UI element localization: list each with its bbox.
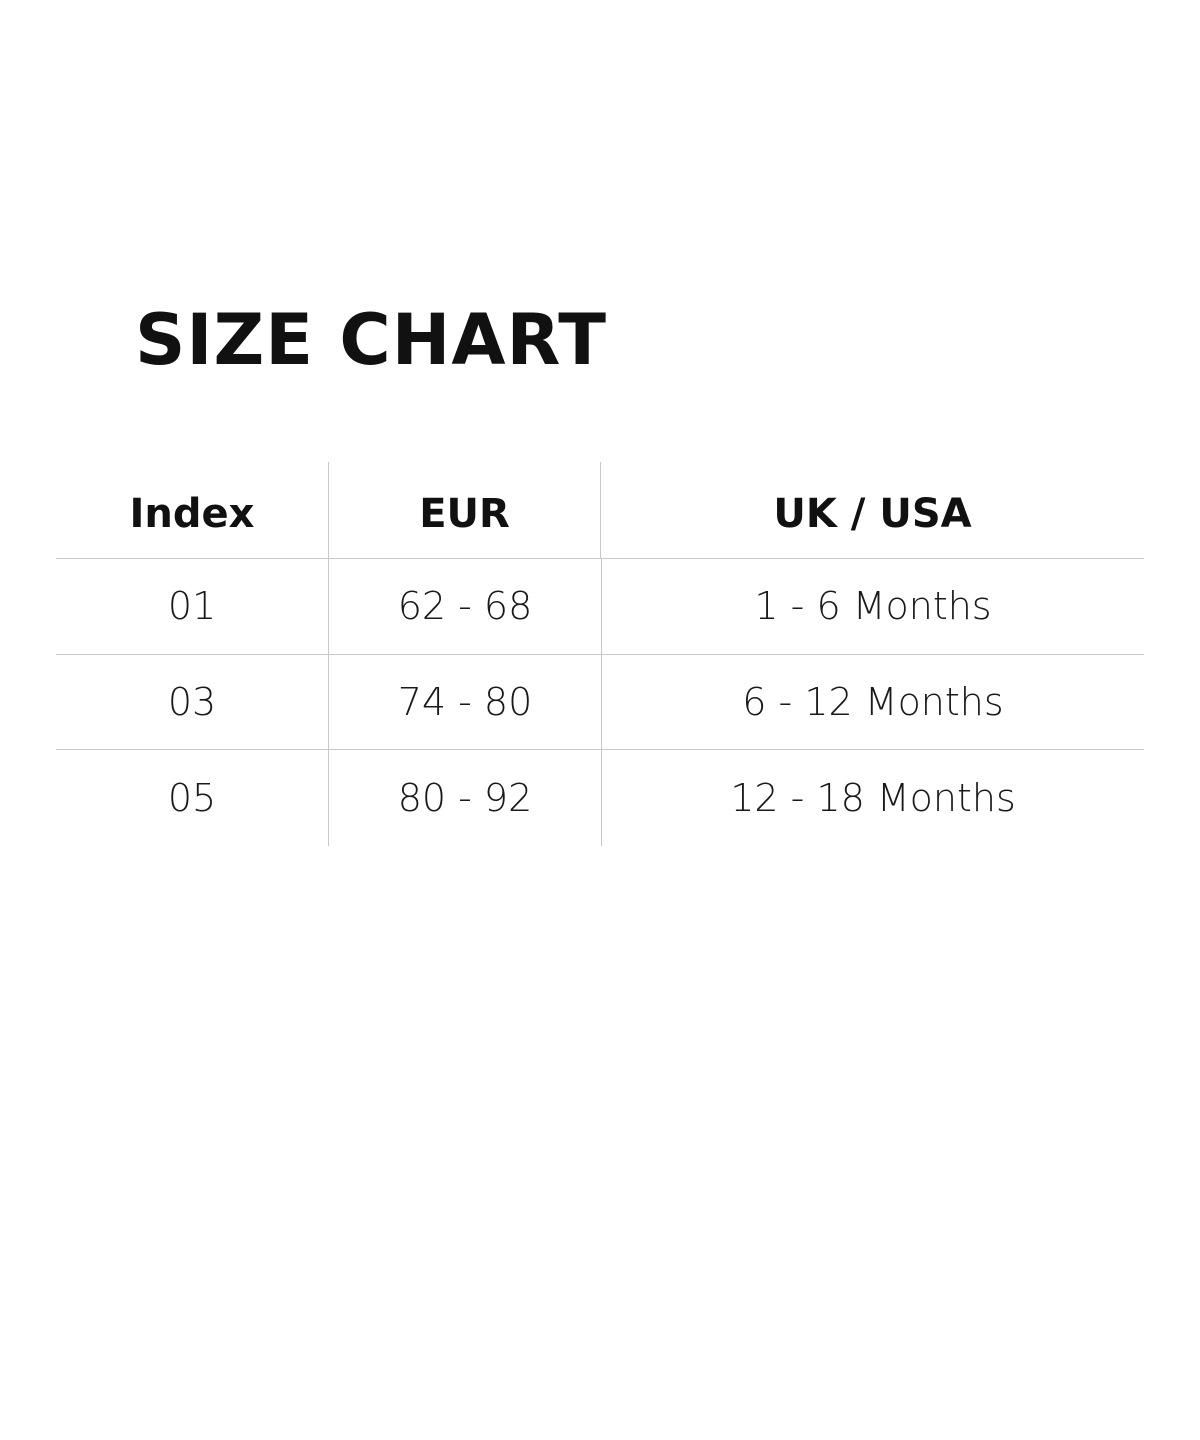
table-row: 01 62 - 68 1 - 6 Months <box>56 558 1144 654</box>
cell-uk-usa: 12 - 18 Months <box>601 750 1144 846</box>
header-eur: EUR <box>328 462 600 558</box>
cell-uk-usa: 6 - 12 Months <box>601 654 1144 749</box>
header-uk-usa: UK / USA <box>600 462 1144 558</box>
table-row: 03 74 - 80 6 - 12 Months <box>56 653 1144 749</box>
cell-index: 03 <box>167 679 217 724</box>
cell-eur: 62 - 68 <box>328 559 601 654</box>
size-table: Index EUR UK / USA 01 62 - 68 1 - 6 Mont… <box>56 462 1144 846</box>
cell-index: 05 <box>167 776 217 820</box>
header-index: Index <box>129 491 255 537</box>
cell-eur: 74 - 80 <box>328 654 601 749</box>
cell-index: 01 <box>167 584 217 629</box>
cell-eur: 80 - 92 <box>328 750 601 846</box>
cell-uk-usa: 1 - 6 Months <box>601 559 1144 654</box>
table-header-row: Index EUR UK / USA <box>56 462 1144 558</box>
table-row: 05 80 - 92 12 - 18 Months <box>56 749 1144 846</box>
page-title: SIZE CHART <box>135 299 608 381</box>
